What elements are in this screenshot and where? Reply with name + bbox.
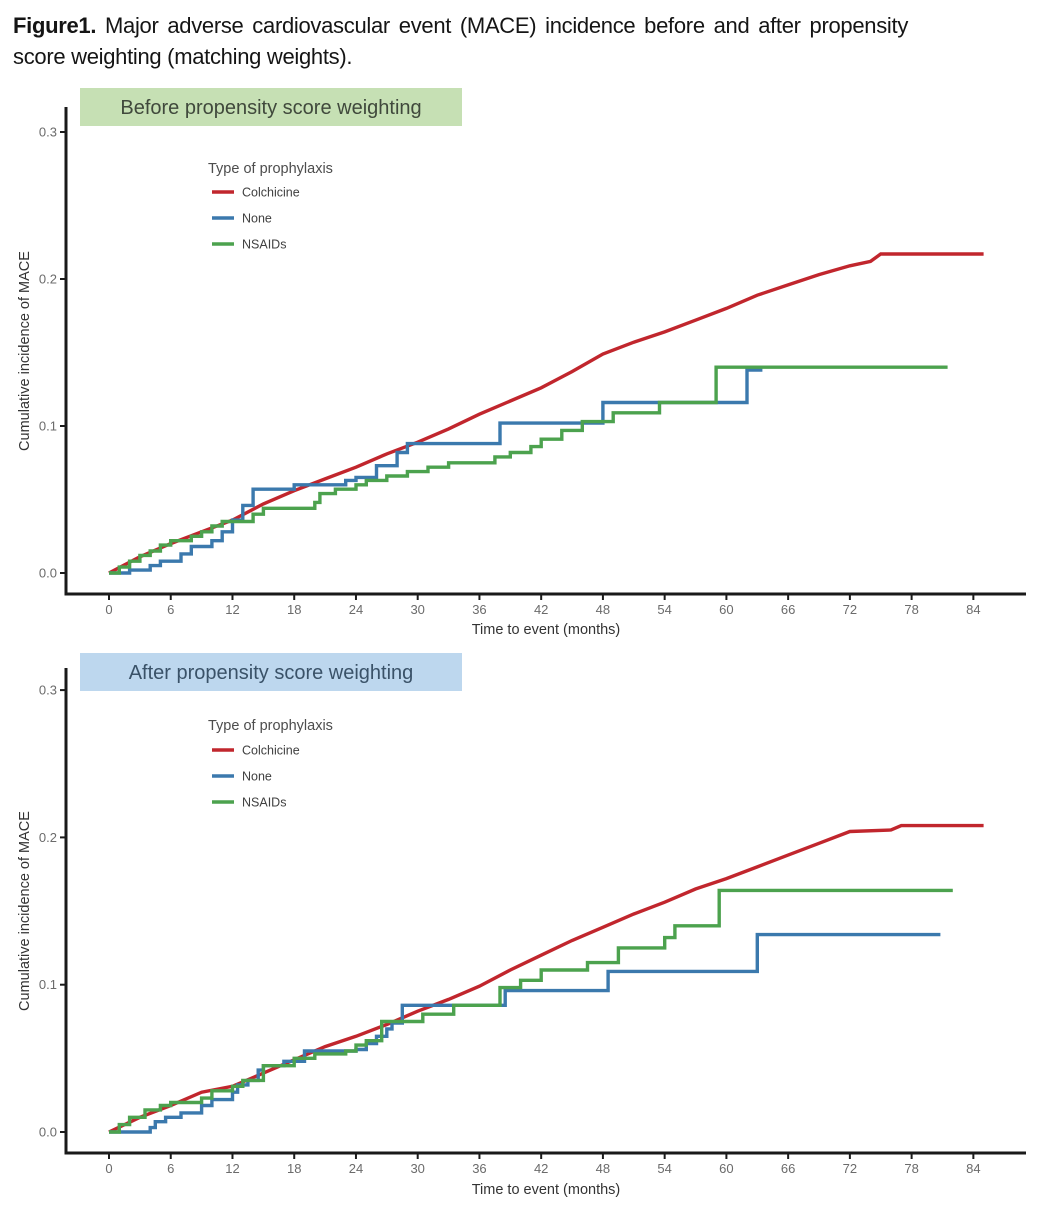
legend-label-colchicine: Colchicine <box>242 186 300 200</box>
x-tick-label: 54 <box>657 602 671 617</box>
chart-before-weighting: Before propensity score weighting Type of… <box>17 88 1026 638</box>
legend-label-none: None <box>242 770 272 784</box>
x-tick-label: 18 <box>287 1161 301 1176</box>
x-axis-title: Time to event (months) <box>472 622 621 638</box>
x-tick-label: 12 <box>225 602 239 617</box>
x-tick-label: 66 <box>781 602 795 617</box>
figure-caption-line1: Major adverse cardiovascular event (MACE… <box>96 13 909 38</box>
x-tick-label: 60 <box>719 1161 733 1176</box>
y-tick-label: 0.2 <box>39 830 57 845</box>
x-tick-label: 42 <box>534 1161 548 1176</box>
x-tick-label: 0 <box>105 602 112 617</box>
series-line-nsaids <box>109 365 948 575</box>
y-tick-label: 0.3 <box>39 125 57 140</box>
x-tick-label: 48 <box>596 602 610 617</box>
legend-label-nsaids: NSAIDs <box>242 238 286 252</box>
panel-header-label: Before propensity score weighting <box>120 97 421 119</box>
x-tick-label: 66 <box>781 1161 795 1176</box>
figure-caption-line2: score weighting (matching weights). <box>13 44 353 69</box>
y-tick-label: 0.1 <box>39 977 57 992</box>
legend-title: Type of prophylaxis <box>208 161 333 177</box>
x-tick-label: 30 <box>410 1161 424 1176</box>
series-line-colchicine <box>108 252 984 575</box>
x-tick-label: 6 <box>167 602 174 617</box>
x-tick-label: 84 <box>966 1161 980 1176</box>
panel-header-box <box>80 653 462 691</box>
x-tick-label: 0 <box>105 1161 112 1176</box>
x-tick-label: 42 <box>534 602 548 617</box>
legend-label-colchicine: Colchicine <box>242 744 300 758</box>
legend-title: Type of prophylaxis <box>208 718 333 734</box>
x-tick-label: 84 <box>966 602 980 617</box>
series-line-none <box>109 368 763 575</box>
y-axis-title: Cumulative incidence of MACE <box>17 811 33 1011</box>
x-tick-label: 54 <box>657 1161 671 1176</box>
x-tick-label: 36 <box>472 602 486 617</box>
x-tick-label: 36 <box>472 1161 486 1176</box>
series-line-nsaids <box>109 888 953 1134</box>
x-tick-label: 18 <box>287 602 301 617</box>
chart-after-weighting: After propensity score weighting Type of … <box>17 653 1026 1198</box>
x-tick-label: 48 <box>596 1161 610 1176</box>
figure-caption: Figure1. Major adverse cardiovascular ev… <box>13 10 1033 72</box>
y-tick-label: 0.1 <box>39 419 57 434</box>
y-tick-label: 0.0 <box>39 566 57 581</box>
x-tick-label: 24 <box>349 602 363 617</box>
x-tick-label: 30 <box>410 602 424 617</box>
y-tick-label: 0.2 <box>39 272 57 287</box>
x-tick-label: 72 <box>843 1161 857 1176</box>
y-tick-label: 0.0 <box>39 1125 57 1140</box>
panel-header-label: After propensity score weighting <box>129 662 414 684</box>
x-tick-label: 60 <box>719 602 733 617</box>
x-tick-label: 78 <box>904 1161 918 1176</box>
x-tick-label: 78 <box>904 602 918 617</box>
y-axis-title: Cumulative incidence of MACE <box>17 251 33 451</box>
x-tick-label: 24 <box>349 1161 363 1176</box>
x-tick-label: 12 <box>225 1161 239 1176</box>
x-tick-label: 72 <box>843 602 857 617</box>
x-axis-title: Time to event (months) <box>472 1182 621 1198</box>
y-tick-label: 0.3 <box>39 683 57 698</box>
legend-label-none: None <box>242 212 272 226</box>
panel-header-box <box>80 88 462 126</box>
figure-caption-label: Figure1. <box>13 13 97 38</box>
legend-label-nsaids: NSAIDs <box>242 796 286 810</box>
x-tick-label: 6 <box>167 1161 174 1176</box>
